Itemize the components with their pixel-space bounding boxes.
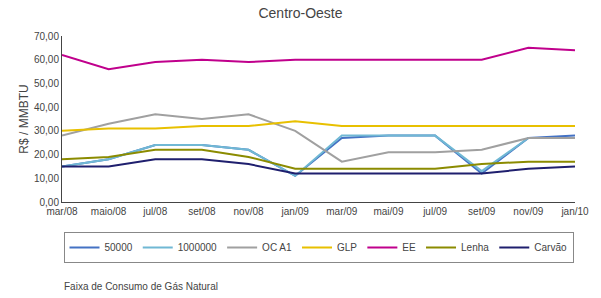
svg-text:mar/09: mar/09 [326, 206, 358, 217]
svg-text:jul/09: jul/09 [422, 206, 447, 217]
svg-text:EE: EE [402, 242, 416, 253]
svg-text:maio/08: maio/08 [91, 206, 127, 217]
svg-text:jul/08: jul/08 [142, 206, 167, 217]
svg-text:Centro-Oeste: Centro-Oeste [258, 5, 342, 21]
svg-text:Lenha: Lenha [461, 242, 489, 253]
svg-text:jan/10: jan/10 [560, 206, 589, 217]
svg-text:50000: 50000 [105, 242, 133, 253]
svg-text:R$ / MMBTU: R$ / MMBTU [17, 84, 31, 153]
svg-text:70,00: 70,00 [34, 31, 59, 42]
svg-text:20,00: 20,00 [34, 149, 59, 160]
svg-text:30,00: 30,00 [34, 125, 59, 136]
svg-text:nov/08: nov/08 [234, 206, 264, 217]
svg-text:nov/09: nov/09 [513, 206, 543, 217]
svg-text:set/09: set/09 [468, 206, 496, 217]
svg-text:set/08: set/08 [188, 206, 216, 217]
svg-text:Faixa de Consumo de Gás Natura: Faixa de Consumo de Gás Natural [64, 281, 218, 292]
svg-text:OC A1: OC A1 [262, 242, 292, 253]
svg-text:GLP: GLP [337, 242, 357, 253]
svg-text:10,00: 10,00 [34, 173, 59, 184]
svg-text:mar/08: mar/08 [46, 206, 78, 217]
svg-text:1000000: 1000000 [178, 242, 217, 253]
svg-text:60,00: 60,00 [34, 54, 59, 65]
svg-text:Carvão: Carvão [534, 242, 567, 253]
svg-text:mai/09: mai/09 [373, 206, 403, 217]
svg-text:40,00: 40,00 [34, 102, 59, 113]
svg-text:50,00: 50,00 [34, 78, 59, 89]
svg-text:jan/09: jan/09 [281, 206, 310, 217]
svg-text:0,00: 0,00 [40, 197, 60, 208]
